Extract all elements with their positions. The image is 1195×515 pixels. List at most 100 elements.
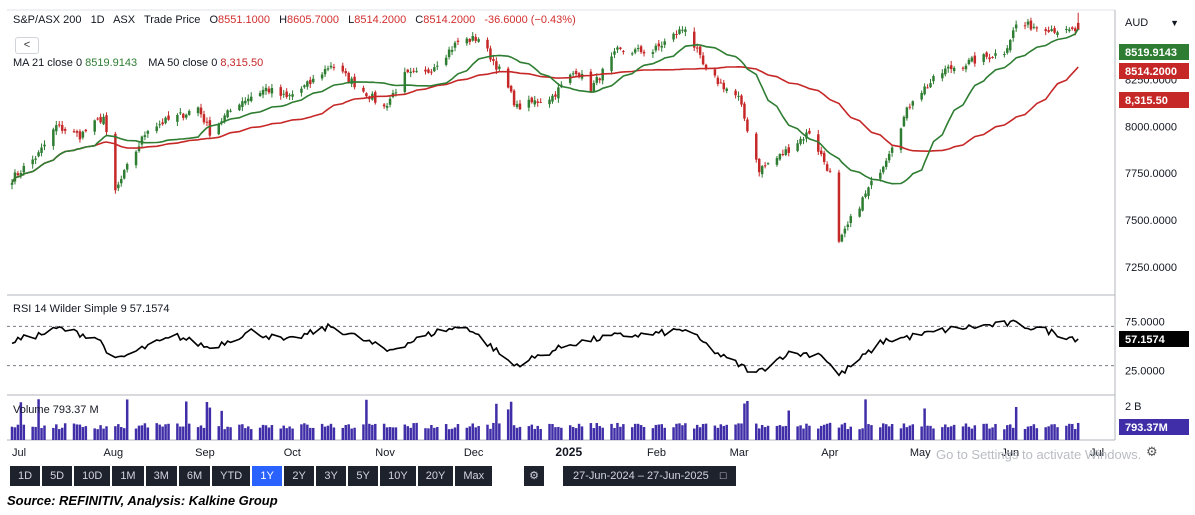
candle-body [176,114,179,122]
candle [864,190,867,199]
candle-body [72,131,76,133]
volume-bar [471,423,474,440]
candle-body [288,95,291,97]
candle-body [988,57,991,60]
candle-body [430,71,433,73]
candle-body [75,131,79,133]
volume-bar [285,428,288,440]
timeframe-button[interactable]: 10Y [380,466,416,486]
candle-body [527,99,531,108]
candle-body [660,45,663,48]
volume-bar [374,423,377,440]
volume-bar [223,429,226,440]
candle [329,62,333,70]
volume-bar [657,424,661,440]
candle-body [929,83,932,88]
timeframe-button[interactable]: 10D [74,466,111,486]
volume-bar [326,425,330,440]
volume-bar [890,423,894,440]
volume-bar [539,429,542,440]
timeframe-button[interactable]: 6M [178,466,211,486]
candle-body [692,31,696,48]
candle [734,88,737,99]
candle-body [403,72,407,92]
candle [757,158,761,177]
candle-body [595,77,599,83]
volume-bar [681,425,684,440]
timeframe-button[interactable]: 1D [10,466,41,486]
volume-bar [477,426,480,440]
candle-body [657,43,661,47]
candle [571,70,575,77]
volume-bar [179,426,182,440]
candle [205,117,209,126]
candle [539,98,542,104]
date-range-value: 27-Jun-2024 – 27-Jun-2025 [573,470,709,482]
settings-icon[interactable]: ⚙ [1146,444,1158,459]
timeframe-button[interactable]: 5D [42,466,73,486]
candle [1029,17,1033,31]
volume-bar [613,427,616,440]
candle-body [155,126,158,132]
candle [134,150,138,169]
candle [994,49,997,59]
candle-body [849,216,853,224]
date-range-picker[interactable]: 27-Jun-2024 – 27-Jun-2025 □ [563,466,737,486]
volume-bar [241,424,244,440]
time-tick-label: Dec [464,447,484,459]
volume-bar [202,427,206,440]
volume-bar [781,426,785,440]
candle [651,49,655,58]
volume-bar [577,423,581,440]
ohlc-open: O8551.1000 [209,14,270,26]
candle [592,80,596,93]
volume-bar [515,427,519,440]
candle [320,72,324,81]
volume-bar [554,427,557,440]
currency-select[interactable]: AUD ▼ [1117,13,1187,33]
candle-body [722,82,726,90]
candle [146,129,150,138]
volume-bar [651,428,655,440]
timeframe-button[interactable]: 1Y [252,466,283,486]
candle [93,119,96,136]
candle [613,47,616,59]
time-tick-label: Jul [12,447,26,459]
candle-body [619,47,622,50]
candle [58,121,61,128]
timeframe-button[interactable]: 3Y [316,466,347,486]
volume-bar [737,423,740,440]
volume-bar [846,429,850,440]
timeframe-button[interactable]: 1M [112,466,144,486]
candle [799,136,802,146]
candle [802,136,805,145]
volume-bar [740,423,743,440]
volume-bar [371,424,374,440]
volume-bar [394,427,398,440]
candle-body [374,92,377,103]
candle [846,221,850,231]
timeframe-button[interactable]: 2Y [284,466,315,486]
candle [125,162,129,173]
timeframe-button[interactable]: 20Y [417,466,454,486]
volume-bar [403,424,407,440]
volume-bar [551,423,554,440]
volume-bar [598,426,601,440]
candle-body [982,54,985,62]
timeframe-button[interactable]: Max [455,466,493,486]
candle [261,86,265,99]
candle [78,129,82,143]
timeframe-button[interactable]: 5Y [348,466,379,486]
candle [1032,23,1036,30]
timeframe-button[interactable]: YTD [212,466,251,486]
back-button[interactable]: < [15,37,39,54]
candle-body [1032,26,1036,28]
close-badge-label: 8514.2000 [1125,66,1177,78]
gear-icon[interactable]: ⚙ [524,466,544,486]
candle [512,89,516,108]
candle [495,57,498,75]
timeframe-button[interactable]: 3M [145,466,177,486]
volume-bar [716,427,720,440]
candle [309,76,312,88]
